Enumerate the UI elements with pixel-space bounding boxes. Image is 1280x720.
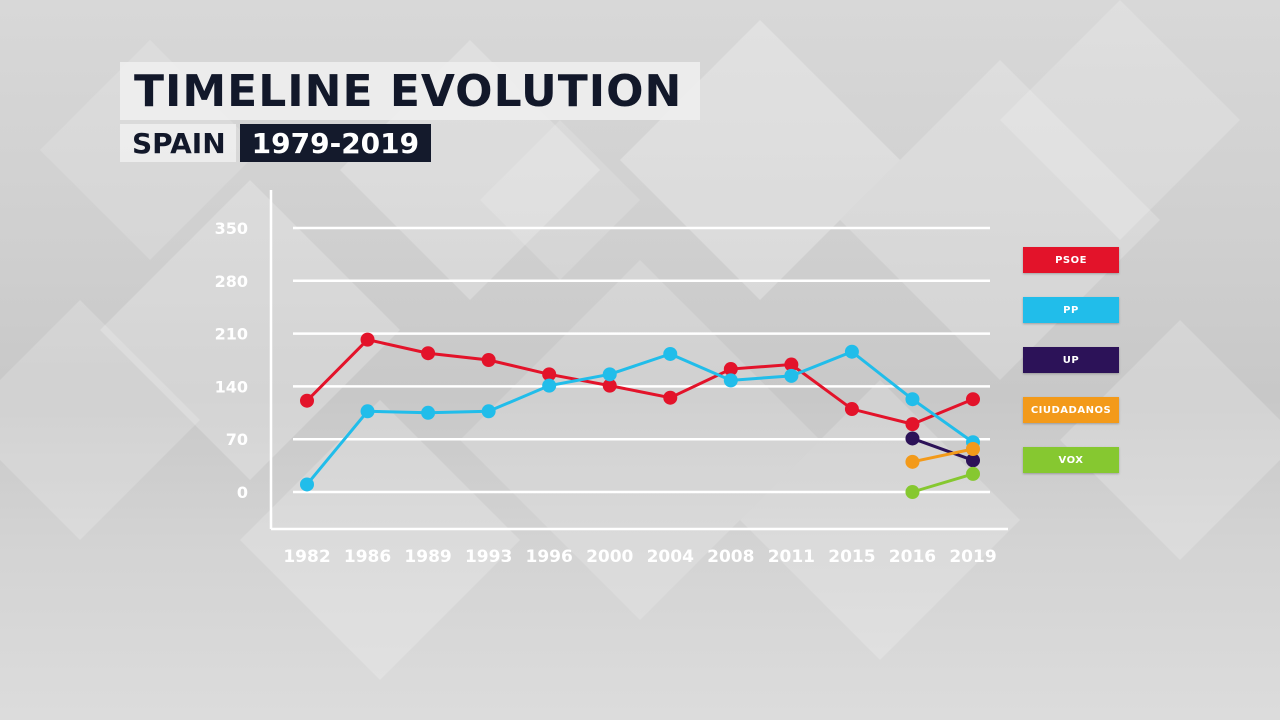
y-tick-label: 210 <box>215 325 248 344</box>
data-point-psoe <box>300 393 314 408</box>
data-point-up <box>966 453 980 468</box>
data-point-pp <box>300 477 314 492</box>
legend-item-vox: VOX <box>1023 447 1119 473</box>
legend-item-pp: PP <box>1023 297 1119 323</box>
title-box: TIMELINE EVOLUTION <box>120 62 701 120</box>
data-point-pp <box>784 368 799 383</box>
data-point-psoe <box>360 332 375 347</box>
data-point-psoe <box>784 357 799 372</box>
x-tick-label: 2015 <box>828 547 875 567</box>
data-point-pp <box>602 367 617 382</box>
x-tick-label: 2008 <box>707 547 754 567</box>
x-tick-label: 2019 <box>949 547 996 567</box>
data-point-psoe <box>481 353 496 367</box>
data-point-pp <box>421 405 436 420</box>
legend-item-psoe: PSOE <box>1023 247 1119 273</box>
data-point-psoe <box>905 417 920 432</box>
data-point-psoe <box>663 390 678 405</box>
y-tick-label: 280 <box>215 272 248 291</box>
y-tick-label: 140 <box>215 377 248 396</box>
x-tick-label: 1996 <box>526 547 573 567</box>
series-line-up <box>911 437 974 462</box>
y-tick-label: 0 <box>237 483 248 502</box>
data-point-pp <box>905 392 920 407</box>
x-tick-label: 2011 <box>768 547 815 567</box>
subtitle-years: 1979-2019 <box>239 124 432 162</box>
data-point-psoe <box>723 362 738 377</box>
x-tick-label: 1982 <box>283 547 330 567</box>
data-point-psoe <box>602 378 617 393</box>
data-point-psoe <box>542 367 557 382</box>
data-point-up <box>905 431 920 446</box>
data-point-vox <box>905 485 920 499</box>
data-point-ciudadanos <box>905 454 920 469</box>
data-point-pp <box>844 344 859 359</box>
legend-item-ciudadanos: CIUDADANOS <box>1023 397 1119 423</box>
y-tick-label: 350 <box>215 219 248 238</box>
data-point-pp <box>663 346 678 361</box>
legend-item-up: UP <box>1023 347 1119 373</box>
data-point-pp <box>542 378 557 393</box>
x-tick-label: 2016 <box>889 547 936 567</box>
data-point-vox <box>966 466 980 481</box>
data-point-psoe <box>966 392 980 407</box>
data-point-psoe <box>421 346 436 361</box>
legend: PSOE PP UP CIUDADANOS VOX <box>1023 247 1119 497</box>
series-line-vox <box>912 472 974 494</box>
data-point-pp <box>723 373 738 388</box>
chart-title: TIMELINE EVOLUTION <box>134 65 683 117</box>
data-point-ciudadanos <box>966 442 980 457</box>
data-point-pp <box>481 404 496 419</box>
data-point-psoe <box>844 402 859 417</box>
series-line-psoe <box>305 337 974 426</box>
x-tick-label: 2000 <box>586 547 633 567</box>
x-tick-label: 2004 <box>647 547 694 567</box>
y-tick-label: 70 <box>226 430 248 449</box>
series-line-pp <box>305 349 974 486</box>
subtitle-country: SPAIN <box>120 124 236 162</box>
subtitle-row: SPAIN 1979-2019 <box>120 124 432 162</box>
series-line-ciudadanos <box>912 447 974 464</box>
x-tick-label: 1989 <box>404 547 451 567</box>
data-point-pp <box>360 404 375 419</box>
x-tick-label: 1986 <box>344 547 391 567</box>
x-tick-label: 1993 <box>465 547 512 567</box>
